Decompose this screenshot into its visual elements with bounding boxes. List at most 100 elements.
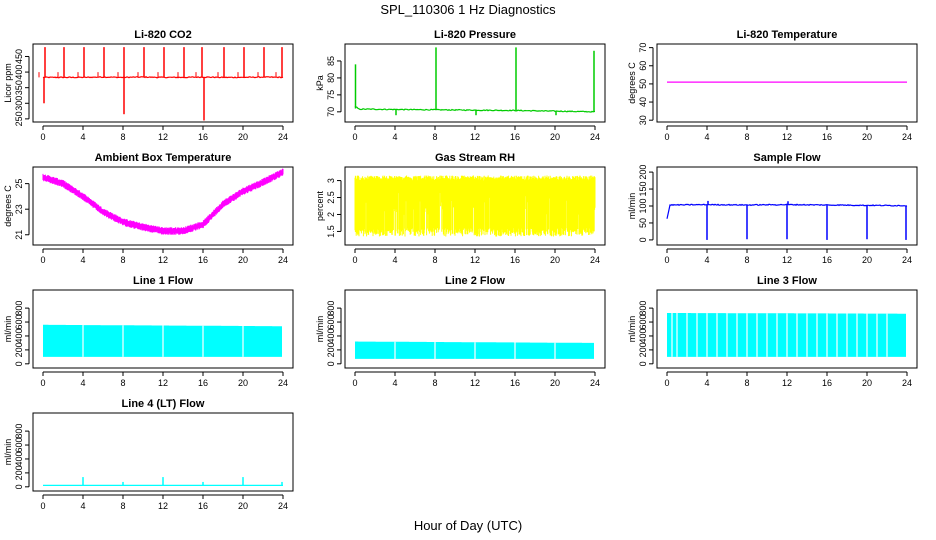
y-tick-label: 400 xyxy=(14,65,24,80)
x-tick-label: 4 xyxy=(80,501,85,511)
x-tick-label: 8 xyxy=(744,378,749,388)
plot-frame xyxy=(32,166,294,246)
x-tick-label: 20 xyxy=(550,132,560,142)
x-tick-label: 20 xyxy=(550,255,560,265)
plot-frame xyxy=(32,289,294,369)
plot-frame xyxy=(344,43,606,123)
x-tick-label: 12 xyxy=(158,132,168,142)
series-ambient xyxy=(42,168,284,235)
x-tick-label: 4 xyxy=(392,132,397,142)
y-tick-label: 200 xyxy=(638,342,648,357)
y-tick-label: 75 xyxy=(326,90,336,100)
x-tick-label: 24 xyxy=(278,378,288,388)
x-tick-label: 0 xyxy=(664,132,669,142)
x-tick-label: 16 xyxy=(198,132,208,142)
y-tick-label: 0 xyxy=(14,484,24,489)
y-tick-label: 600 xyxy=(638,315,648,330)
main-title: SPL_110306 1 Hz Diagnostics xyxy=(380,2,556,17)
x-tick-label: 20 xyxy=(238,378,248,388)
x-axis: 0 4 8 12 16 20 24 xyxy=(40,125,288,142)
series-co2 xyxy=(38,47,284,121)
panel-title-pressure: Li-820 Pressure xyxy=(434,29,516,41)
x-tick-label: 16 xyxy=(822,132,832,142)
x-tick-label: 16 xyxy=(822,378,832,388)
y-tick-label: 50 xyxy=(638,79,648,89)
x-tick-label: 20 xyxy=(238,132,248,142)
x-tick-label: 4 xyxy=(704,132,709,142)
series-rh xyxy=(354,175,596,237)
x-axis: 0 4 8 12 16 20 24 xyxy=(352,371,600,388)
x-tick-label: 12 xyxy=(782,132,792,142)
x-tick-label: 12 xyxy=(782,255,792,265)
x-tick-label: 0 xyxy=(352,378,357,388)
series-line3 xyxy=(667,312,906,357)
panel-title-temp: Li-820 Temperature xyxy=(737,29,838,41)
x-tick-label: 8 xyxy=(432,132,437,142)
y-axis-label: ml/min xyxy=(3,439,13,466)
panel-title-line1: Line 1 Flow xyxy=(133,275,193,287)
y-tick-label: 2.5 xyxy=(326,191,336,204)
x-axis: 0 4 8 12 16 20 24 xyxy=(352,125,600,142)
x-tick-label: 16 xyxy=(198,501,208,511)
x-tick-label: 20 xyxy=(238,255,248,265)
x-tick-label: 8 xyxy=(120,378,125,388)
plot-frame xyxy=(656,289,918,369)
x-tick-label: 16 xyxy=(510,255,520,265)
panel-title-line4: Line 4 (LT) Flow xyxy=(122,398,205,410)
x-tick-label: 4 xyxy=(704,378,709,388)
x-tick-label: 8 xyxy=(120,132,125,142)
y-tick-label: 85 xyxy=(326,56,336,66)
x-tick-label: 4 xyxy=(704,255,709,265)
panel-line3: Line 3 Flow 0 4 8 12 16 20 24 0 200400600800ml/mi… xyxy=(627,275,918,388)
panel-co2: Li-820 CO2 0 4 8 12 16 20 24 250300350400450Lico… xyxy=(3,29,294,142)
panel-title-line3: Line 3 Flow xyxy=(757,275,817,287)
x-tick-label: 12 xyxy=(158,378,168,388)
y-tick-label: 1.5 xyxy=(326,225,336,238)
y-tick-label: 350 xyxy=(14,80,24,95)
y-tick-label: 23 xyxy=(14,204,24,214)
x-tick-label: 16 xyxy=(198,378,208,388)
y-tick-label: 80 xyxy=(326,73,336,83)
x-tick-label: 0 xyxy=(40,132,45,142)
x-axis: 0 4 8 12 16 20 24 xyxy=(40,371,288,388)
y-tick-label: 450 xyxy=(14,49,24,64)
plot-frame xyxy=(656,43,918,123)
x-tick-label: 8 xyxy=(432,255,437,265)
y-tick-label: 3 xyxy=(326,178,336,183)
y-axis-label: ml/min xyxy=(3,316,13,343)
x-tick-label: 24 xyxy=(590,255,600,265)
y-tick-label: 200 xyxy=(326,342,336,357)
panel-title-ambient: Ambient Box Temperature xyxy=(95,152,232,164)
y-axis-label: degrees C xyxy=(627,62,637,104)
y-axis: 21 23 25 xyxy=(14,179,30,240)
plot-frame xyxy=(32,43,294,123)
x-tick-label: 0 xyxy=(352,255,357,265)
x-tick-label: 24 xyxy=(278,255,288,265)
x-axis: 0 4 8 12 16 20 24 xyxy=(40,248,288,265)
y-tick-label: 2 xyxy=(326,212,336,217)
x-tick-label: 20 xyxy=(862,132,872,142)
x-tick-label: 24 xyxy=(902,378,912,388)
y-tick-label: 300 xyxy=(14,96,24,111)
x-tick-label: 12 xyxy=(470,255,480,265)
y-tick-label: 0 xyxy=(14,361,24,366)
y-axis-label: percent xyxy=(315,190,325,221)
y-tick-label: 0 xyxy=(638,361,648,366)
y-tick-label: 400 xyxy=(638,328,648,343)
y-tick-label: 30 xyxy=(638,115,648,125)
y-tick-label: 150 xyxy=(638,182,648,197)
y-axis-label: ml/min xyxy=(627,193,637,220)
x-axis: 0 4 8 12 16 20 24 xyxy=(664,248,912,265)
x-tick-label: 24 xyxy=(278,132,288,142)
x-axis: 0 4 8 12 16 20 24 xyxy=(40,494,288,511)
panel-temp: Li-820 Temperature 0 4 8 12 16 20 24 30 40 50 60 70d… xyxy=(627,29,918,142)
y-tick-label: 600 xyxy=(14,438,24,453)
plot-frame xyxy=(344,289,606,369)
x-tick-label: 20 xyxy=(862,255,872,265)
panel-rh: Gas Stream RH 0 4 8 12 16 20 24 1.5 2 2.5 3 percent xyxy=(315,152,606,265)
panel-ambient: Ambient Box Temperature 0 4 8 12 16 20 24 21 23 25… xyxy=(3,152,294,265)
y-tick-label: 25 xyxy=(14,179,24,189)
x-tick-label: 8 xyxy=(120,255,125,265)
